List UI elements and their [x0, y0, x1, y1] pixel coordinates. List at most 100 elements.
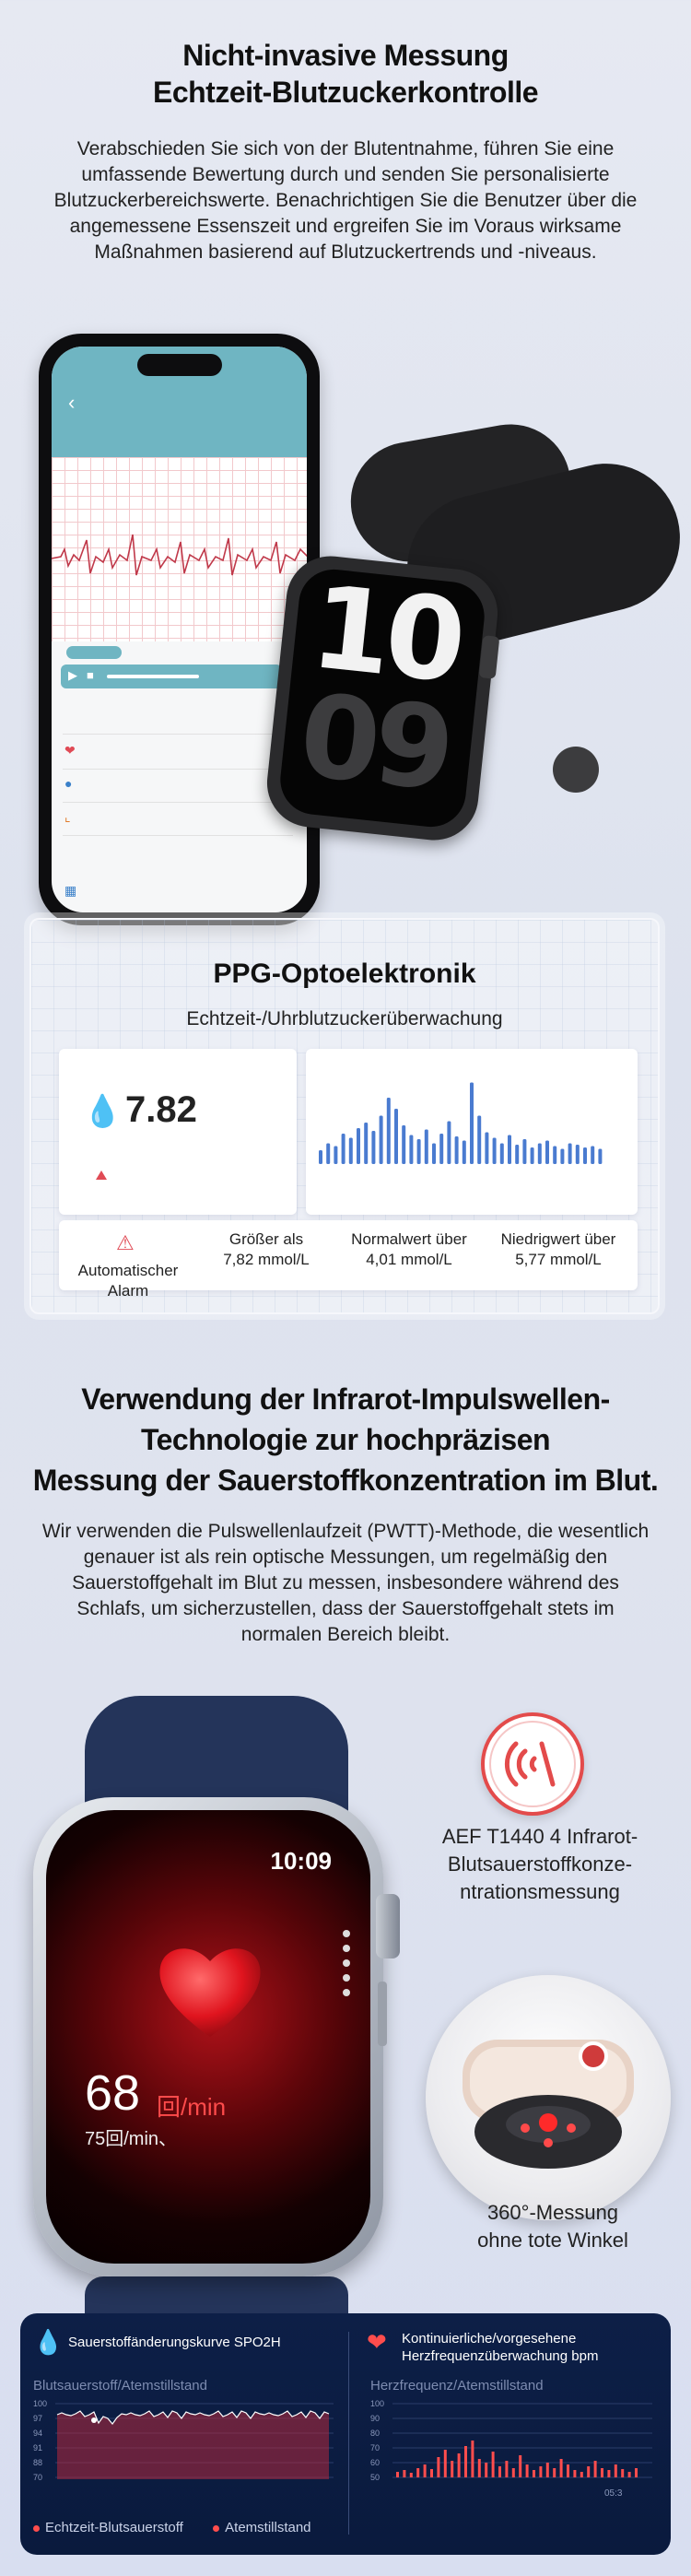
y-tick-label: 100	[370, 2400, 384, 2408]
glucose-bar	[439, 1134, 444, 1164]
section-title-glucose: Nicht-invasive Messung Echtzeit-Blutzuck…	[0, 37, 691, 111]
glucose-bar	[416, 1139, 421, 1164]
y-tick-label: 90	[370, 2414, 380, 2423]
seek-track[interactable]	[107, 675, 199, 678]
glucose-bar	[545, 1140, 549, 1164]
ppg-panel: PPG-Optoelektronik Echtzeit-/Uhrblutzuck…	[29, 918, 660, 1314]
time-label: 05:3	[604, 2488, 623, 2499]
heart-rate-chart: 100 90 80 70 60 50 05:3	[370, 2400, 652, 2499]
clock-icon: ●	[64, 776, 73, 791]
glucose-bar	[432, 1143, 436, 1164]
band-button	[553, 747, 599, 793]
smartphone: ‹ ▶ ■ ❤ ● ⌞ ▦	[39, 334, 320, 925]
blood-drop-icon: 💧	[33, 2328, 64, 2356]
glucose-bar	[530, 1147, 534, 1164]
glucose-bar	[394, 1109, 398, 1164]
play-icon[interactable]: ▶	[68, 668, 77, 682]
spo2-title: Sauerstoffänderungskurve SPO2H	[68, 2335, 281, 2350]
ppg-subtitle: Echtzeit-/Uhrblutzuckerüberwachung	[186, 1008, 503, 1029]
hr-bar	[580, 2472, 583, 2477]
glucose-bar	[364, 1123, 369, 1164]
hr-bar	[437, 2457, 440, 2477]
hr-bar	[403, 2470, 406, 2477]
glucose-bar	[537, 1143, 542, 1164]
title-line: Verwendung der Infrarot-Impulswellen-	[81, 1382, 610, 1416]
glucose-bar	[402, 1125, 406, 1164]
apnea-marker	[91, 2417, 97, 2423]
section-title-oxygen: Verwendung der Infrarot-Impulswellen- Te…	[0, 1379, 691, 1500]
glucose-bar	[477, 1115, 482, 1164]
threshold-label: Niedrigwert über	[500, 1230, 616, 1248]
heart-icon	[159, 1948, 261, 2037]
glucose-bar	[583, 1147, 587, 1164]
watch-minutes: 09	[293, 669, 455, 817]
label-line: AEF T1440 4 Infrarot-	[441, 1825, 638, 1848]
watch-sensor-underside	[463, 2040, 634, 2169]
label-line: Blutsauerstoffkonze-	[447, 1853, 633, 1876]
threshold-value: 7,82 mmol/L	[223, 1251, 310, 1268]
glucose-bar	[575, 1145, 580, 1164]
digital-crown	[478, 635, 500, 679]
watch-screen: 10 09	[276, 566, 488, 830]
threshold-value: 5,77 mmol/L	[515, 1251, 602, 1268]
label-line: ntrationsmessung	[460, 1880, 620, 1903]
alarm-card: ⚠ Automatischer Alarm Größer als 7,82 mm…	[59, 1220, 638, 1300]
glucose-bar	[447, 1121, 451, 1164]
glucose-bar	[409, 1135, 414, 1164]
hr-bar	[485, 2463, 488, 2477]
divider	[63, 802, 293, 803]
hr-bar	[614, 2464, 617, 2477]
threshold-high: Größer als 7,82 mmol/L	[197, 1229, 335, 1270]
glucose-bar	[553, 1146, 557, 1164]
glucose-bar	[492, 1137, 497, 1164]
hr-bar	[539, 2466, 543, 2477]
threshold-low: Niedrigwert über 5,77 mmol/L	[485, 1229, 632, 1270]
glucose-bar	[462, 1140, 466, 1164]
progress-pill	[66, 646, 122, 659]
spo2-area	[57, 2411, 329, 2479]
y-tick-label: 70	[33, 2473, 42, 2482]
hr-bar	[464, 2446, 467, 2477]
stop-icon[interactable]: ■	[87, 668, 94, 682]
y-tick-label: 100	[33, 2400, 47, 2408]
back-arrow-icon[interactable]: ‹	[68, 391, 76, 414]
phone-screen: ‹ ▶ ■ ❤ ● ⌞ ▦	[52, 347, 307, 912]
legend-dot	[33, 2524, 40, 2532]
glucose-bar	[508, 1135, 511, 1164]
title-line: Nicht-invasive Messung	[182, 39, 509, 72]
hr-bar	[423, 2464, 427, 2477]
spo2-legend: Echtzeit-Blutsauerstoff Atemstillstand	[33, 2520, 311, 2535]
threshold-label: Normalwert über	[351, 1230, 467, 1248]
glucose-bar	[371, 1131, 376, 1164]
watch-screen: 10:09 68 回/min 75回/min、	[46, 1810, 370, 2264]
heart-rate-sub: 75回/min、	[85, 2129, 178, 2149]
spo2-line	[56, 2410, 330, 2425]
spo2-subtitle: Blutsauerstoff/Atemstillstand	[33, 2378, 207, 2394]
glucose-bar	[591, 1146, 595, 1164]
glucose-bar	[568, 1143, 572, 1164]
glucose-bar	[454, 1136, 459, 1164]
ecg-waveform	[52, 534, 307, 576]
y-tick-label: 91	[33, 2443, 42, 2452]
hr-bar	[477, 2459, 481, 2477]
alarm-icon: ⚠	[116, 1231, 135, 1254]
hr-bar	[498, 2466, 501, 2477]
title-line: Herzfrequenzüberwachung bpm	[402, 2348, 599, 2364]
y-tick-label: 60	[370, 2458, 380, 2467]
smartwatch-silver: 10:09 68 回/min 75回/min、	[33, 1797, 383, 2276]
page-dots	[343, 1930, 350, 2004]
hr-bar	[409, 2473, 413, 2477]
hr-bar	[607, 2470, 611, 2477]
glucose-bar-chart	[306, 1049, 638, 1215]
glucose-bar	[326, 1143, 331, 1164]
calendar-icon: ▦	[64, 883, 77, 898]
hr-bar	[567, 2464, 569, 2477]
hr-bar	[430, 2469, 433, 2477]
hr-bar	[587, 2466, 591, 2477]
glucose-bar	[319, 1150, 322, 1164]
playback-bar[interactable]: ▶ ■	[61, 665, 282, 688]
title-line: Kontinuierliche/vorgesehene	[402, 2331, 577, 2347]
chart-icon: ⌞	[64, 809, 71, 824]
label-line: 360°-Messung	[486, 2201, 619, 2224]
aef-feature-label: AEF T1440 4 Infrarot- Blutsauerstoffkonz…	[420, 1823, 660, 1906]
